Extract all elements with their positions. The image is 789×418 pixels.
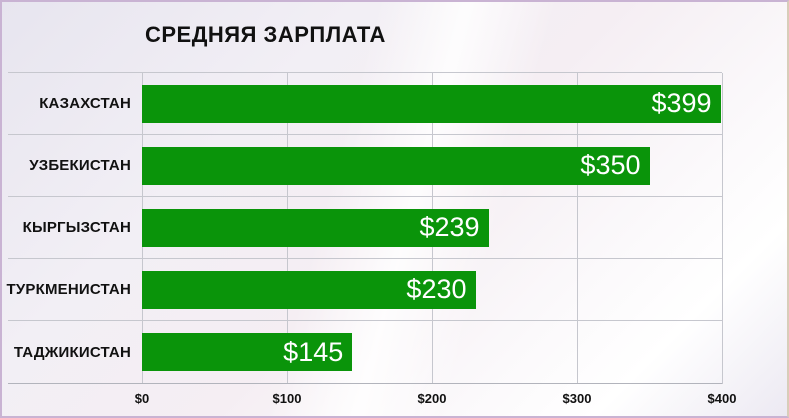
x-axis-tick-label: $0 [134, 391, 150, 406]
category-label: КЫРГЫЗСТАН [22, 219, 131, 236]
category-label: УЗБЕКИСТАН [29, 157, 131, 174]
category-row: ТАДЖИКИСТАН $145 [8, 321, 722, 383]
bar: $145 [142, 333, 353, 371]
bar: $239 [142, 208, 489, 247]
category-row: КАЗАХСТАН $399 [8, 73, 722, 135]
category-row: ТУРКМЕНИСТАН $230 [6, 259, 722, 321]
x-axis-tick-label: $400 [707, 391, 737, 406]
bar: $350 [142, 146, 650, 185]
x-axis-tick-label: $100 [272, 391, 302, 406]
bar-track: $230 [142, 259, 722, 320]
bar-track: $399 [142, 73, 722, 134]
category-label: ТУРКМЕНИСТАН [6, 281, 131, 298]
x-axis: $0 $100 $200 $300 $400 [8, 383, 737, 407]
bar-value-label: $399 [651, 88, 712, 118]
plot-area: КАЗАХСТАН $399 УЗБЕКИСТАН $350 КЫРГЫЗСТАН $23… [6, 72, 723, 384]
x-axis-tick-label: $200 [417, 391, 447, 406]
bar: $399 [142, 84, 721, 123]
x-axis-tick-label: $300 [562, 391, 592, 406]
bar-chart: КАЗАХСТАН $399 УЗБЕКИСТАН $350 КЫРГЫЗСТАН $23… [6, 72, 737, 407]
bar-value-label: $230 [406, 274, 467, 304]
category-label: КАЗАХСТАН [39, 95, 131, 112]
bar-value-label: $350 [580, 150, 641, 180]
chart-title: СРЕДНЯЯ ЗАРПЛАТА [145, 22, 386, 47]
bar-track: $145 [142, 321, 722, 383]
bar: $230 [142, 270, 476, 309]
category-row: КЫРГЫЗСТАН $239 [8, 197, 722, 259]
bar-track: $239 [142, 197, 722, 258]
bar-value-label: $145 [283, 336, 344, 367]
vertical-gridline [722, 73, 723, 384]
category-row: УЗБЕКИСТАН $350 [8, 135, 722, 197]
bar-track: $350 [142, 135, 722, 196]
category-label: ТАДЖИКИСТАН [13, 343, 131, 361]
vertical-gridline [577, 73, 578, 384]
x-axis-ticks: $0 $100 $200 $300 $400 [135, 384, 737, 407]
bar-value-label: $239 [419, 212, 480, 242]
